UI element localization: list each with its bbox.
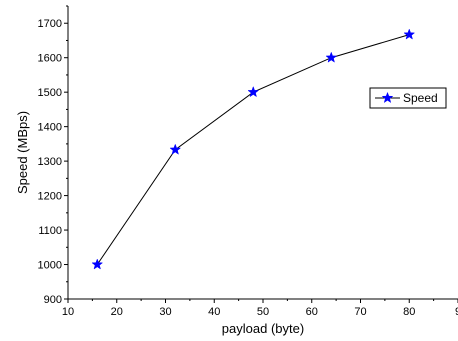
x-axis-title: payload (byte) — [222, 321, 304, 336]
data-point — [91, 258, 104, 270]
x-axis: 10 20 30 40 50 60 70 80 9 — [62, 299, 458, 318]
x-tick-label: 20 — [111, 306, 123, 318]
y-tick-label: 1600 — [38, 53, 62, 65]
legend: Speed — [369, 87, 447, 109]
y-tick-label: 1500 — [38, 87, 62, 99]
data-point — [403, 28, 416, 40]
x-tick-label: 9 — [455, 306, 458, 318]
series-layer — [91, 28, 416, 270]
y-tick-label: 1200 — [38, 191, 62, 203]
legend-box — [369, 87, 447, 109]
plot-area — [67, 6, 458, 300]
x-tick-label: 30 — [159, 306, 171, 318]
x-tick-label: 40 — [208, 306, 220, 318]
x-tick-label: 10 — [62, 306, 74, 318]
x-tick-label: 70 — [354, 306, 366, 318]
data-point — [247, 85, 260, 98]
data-point — [325, 51, 338, 63]
x-tick-label: 80 — [403, 306, 415, 318]
y-axis-title: Speed (MBps) — [15, 111, 30, 194]
y-tick-label: 1300 — [38, 156, 62, 168]
series-line-speed — [96, 34, 410, 265]
x-tick-label: 60 — [306, 306, 318, 318]
y-tick-label: 900 — [44, 294, 62, 306]
x-tick-label: 50 — [257, 306, 269, 318]
y-tick-label: 1100 — [38, 225, 62, 237]
legend-label: Speed — [403, 91, 438, 105]
data-point — [169, 143, 182, 155]
y-tick-label: 1000 — [38, 260, 62, 272]
y-tick-label: 1400 — [38, 122, 62, 134]
y-axis: 900 1000 1100 1200 1300 1400 1500 1600 1700 — [38, 5, 68, 306]
y-tick-label: 1700 — [38, 18, 62, 30]
legend-star-icon — [381, 91, 394, 104]
